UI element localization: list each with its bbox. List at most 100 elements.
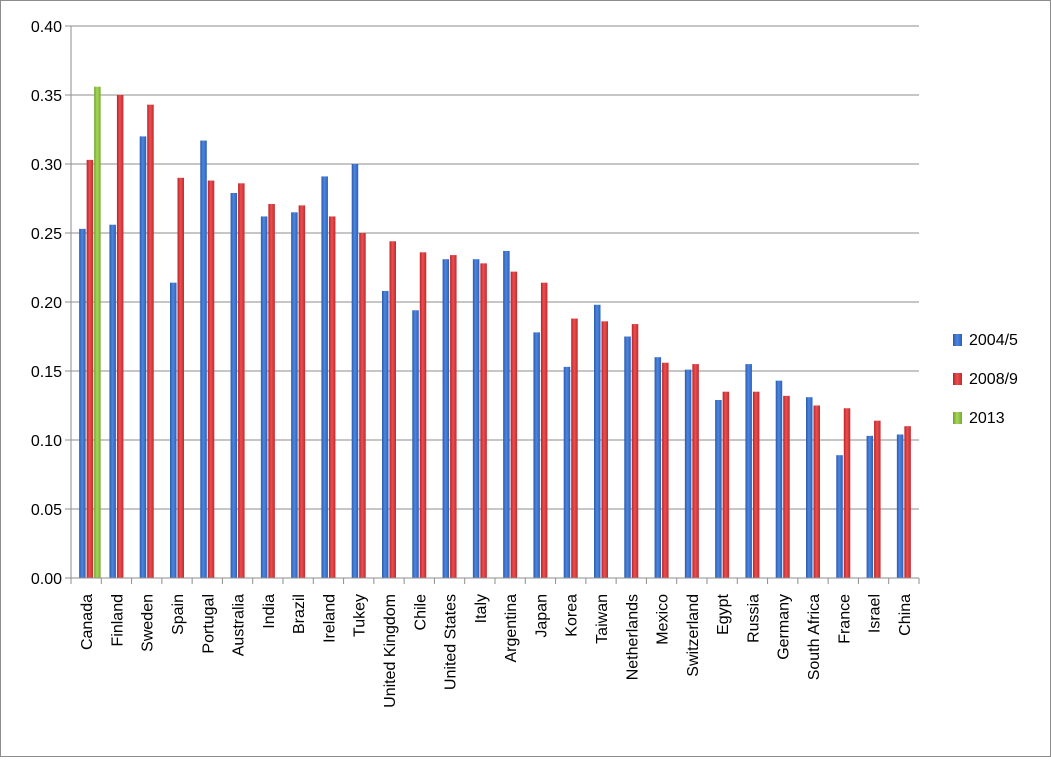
bar-2004/5-Argentina bbox=[503, 250, 510, 578]
bar-2008/9-Portugal bbox=[207, 180, 215, 578]
bar-2008/9-Taiwan bbox=[601, 321, 608, 578]
x-tick-label: France bbox=[836, 594, 853, 644]
bar-2008/9-Italy bbox=[480, 263, 487, 578]
bar-2008/9-Israel bbox=[874, 420, 881, 578]
y-tick-label: 0.10 bbox=[31, 433, 62, 450]
bar-2004/5-Italy bbox=[472, 259, 480, 578]
bar-2004/5-Korea bbox=[563, 366, 571, 578]
x-tick-label: Chile bbox=[412, 594, 429, 631]
bar-2008/9-Chile bbox=[419, 252, 427, 578]
y-axis-ticks: 0.00 0.05 0.10 0.15 0.20 0.25 0.30 0.35 0.40 bbox=[31, 19, 71, 588]
x-tick-label: Korea bbox=[564, 594, 581, 637]
x-tick-label: Switzerland bbox=[685, 594, 702, 677]
x-tick-label: India bbox=[261, 594, 278, 629]
legend-label: 2004/5 bbox=[969, 332, 1018, 349]
x-tick-label: Finland bbox=[109, 594, 126, 646]
y-tick-label: 0.40 bbox=[31, 19, 62, 36]
x-tick-label: United States bbox=[443, 594, 460, 690]
legend-swatch-2013 bbox=[953, 412, 962, 424]
x-tick-label: Mexico bbox=[655, 594, 672, 645]
bar-2004/5-Germany bbox=[775, 380, 783, 578]
legend: 2004/5 2008/9 2013 bbox=[953, 332, 1018, 427]
bar-2008/9-Spain bbox=[177, 177, 184, 579]
bar-2004/5-Spain bbox=[170, 282, 177, 578]
x-tick-label: Australia bbox=[231, 594, 248, 656]
bar-2004/5-France bbox=[836, 455, 843, 578]
bar-2008/9-South Africa bbox=[813, 405, 820, 578]
y-tick-label: 0.15 bbox=[31, 364, 62, 381]
y-tick-label: 0.05 bbox=[31, 502, 62, 519]
bar-2004/5-United Kingdom bbox=[382, 290, 389, 578]
bar-2008/9-Brazil bbox=[298, 205, 306, 578]
bar-2004/5-Finland bbox=[109, 224, 116, 578]
x-tick-label: Egypt bbox=[715, 593, 732, 634]
x-tick-label: Brazil bbox=[291, 594, 308, 634]
y-tick-label: 0.00 bbox=[31, 571, 62, 588]
bar-2008/9-Netherlands bbox=[631, 324, 639, 578]
x-tick-label: South Africa bbox=[806, 594, 823, 680]
bar-2004/5-Japan bbox=[533, 332, 540, 578]
bar-2004/5-Ireland bbox=[321, 176, 328, 579]
x-tick-label: Tukey bbox=[352, 594, 369, 637]
x-tick-label: Russia bbox=[745, 594, 762, 643]
x-tick-label: Argentina bbox=[503, 594, 520, 663]
bars bbox=[79, 86, 911, 579]
bar-2004/5-Australia bbox=[230, 192, 238, 579]
y-tick-label: 0.25 bbox=[31, 226, 62, 243]
x-tick-label: Ireland bbox=[321, 594, 338, 643]
bar-2004/5-Israel bbox=[866, 435, 874, 578]
x-tick-label: Japan bbox=[533, 594, 550, 638]
x-tick-label: Spain bbox=[170, 594, 187, 635]
legend-label: 2013 bbox=[969, 410, 1005, 427]
y-tick-label: 0.30 bbox=[31, 157, 62, 174]
legend-swatch-2004/5 bbox=[953, 334, 962, 346]
bar-2008/9-Switzerland bbox=[692, 364, 699, 578]
bar-2013-Canada bbox=[94, 86, 101, 578]
bar-2008/9-United States bbox=[450, 255, 457, 578]
bar-2008/9-Russia bbox=[752, 391, 760, 578]
bar-2004/5-Canada bbox=[79, 228, 86, 579]
bar-2008/9-Australia bbox=[238, 183, 245, 578]
x-tick-label: United Kingdom bbox=[382, 594, 399, 708]
bar-2004/5-South Africa bbox=[806, 397, 813, 578]
x-tick-label: China bbox=[897, 594, 914, 636]
bar-2004/5-Taiwan bbox=[594, 304, 601, 578]
bar-2008/9-China bbox=[904, 426, 911, 578]
bar-2008/9-Korea bbox=[571, 318, 578, 578]
axes bbox=[70, 26, 920, 584]
y-tick-label: 0.20 bbox=[31, 295, 62, 312]
bar-2004/5-United States bbox=[442, 259, 450, 578]
bar-2004/5-Netherlands bbox=[624, 336, 631, 578]
x-tick-label: Israel bbox=[867, 594, 884, 633]
bar-2004/5-Tukey bbox=[351, 164, 359, 578]
bar-2008/9-Canada bbox=[86, 159, 94, 579]
x-tick-label: Netherlands bbox=[624, 594, 641, 680]
x-axis-labels: Canada Finland Sweden Spain Portugal Australi… bbox=[79, 593, 914, 707]
y-tick-label: 0.35 bbox=[31, 88, 62, 105]
legend-label: 2008/9 bbox=[969, 371, 1018, 388]
bar-2008/9-India bbox=[268, 204, 275, 578]
x-tick-label: Portugal bbox=[200, 594, 217, 654]
bar-2008/9-Japan bbox=[540, 282, 548, 578]
x-tick-label: Canada bbox=[79, 594, 96, 650]
bar-2004/5-Portugal bbox=[200, 140, 207, 579]
bar-2008/9-Tukey bbox=[359, 233, 366, 578]
x-tick-label: Taiwan bbox=[594, 594, 611, 644]
bar-2004/5-India bbox=[260, 216, 268, 578]
bar-2008/9-Sweden bbox=[147, 104, 154, 578]
bar-2004/5-Brazil bbox=[291, 212, 298, 579]
bar-2008/9-United Kingdom bbox=[389, 241, 396, 578]
bar-2008/9-Argentina bbox=[510, 271, 518, 578]
bar-2004/5-Egypt bbox=[715, 399, 722, 578]
bar-2008/9-Finland bbox=[116, 95, 124, 578]
bar-2008/9-Egypt bbox=[722, 391, 730, 578]
x-tick-label: Germany bbox=[776, 594, 793, 660]
bar-2004/5-Mexico bbox=[654, 357, 662, 578]
bar-2008/9-Mexico bbox=[662, 362, 669, 578]
gridlines bbox=[71, 25, 919, 510]
bar-2008/9-France bbox=[843, 408, 851, 578]
bar-2004/5-China bbox=[896, 434, 904, 578]
x-tick-label: Sweden bbox=[140, 594, 157, 652]
